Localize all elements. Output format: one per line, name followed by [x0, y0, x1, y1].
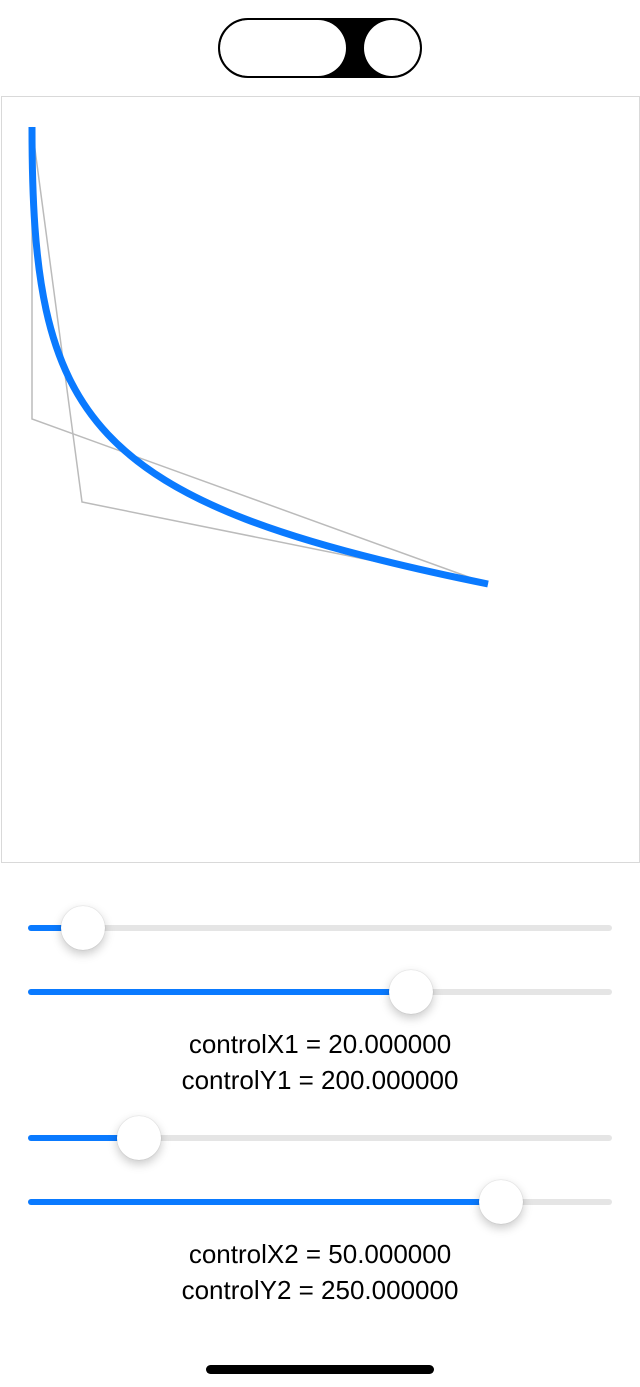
- slider-control-y2[interactable]: [28, 1180, 612, 1224]
- slider-thumb[interactable]: [479, 1180, 524, 1224]
- bezier-curve: [28, 126, 489, 588]
- segment-left[interactable]: [220, 20, 346, 76]
- slider-fill: [28, 925, 84, 931]
- slider-control-x1[interactable]: [28, 906, 612, 950]
- slider-thumb[interactable]: [388, 970, 433, 1014]
- slider-thumb[interactable]: [116, 1116, 161, 1160]
- control-guide-line-2: [31, 126, 489, 585]
- slider-control-x2[interactable]: [28, 1116, 612, 1160]
- control-y2-label: controlY2 = 250.000000: [181, 1275, 459, 1305]
- slider-fill: [28, 1135, 139, 1141]
- slider-fill: [28, 1199, 502, 1205]
- slider-track: [28, 925, 612, 931]
- control-x1-label: controlX1 = 20.000000: [188, 1029, 452, 1059]
- control-x2-label: controlX2 = 50.000000: [188, 1239, 452, 1269]
- slider-track: [28, 1135, 612, 1141]
- bezier-canvas: [1, 96, 640, 863]
- control-y1-label: controlY1 = 200.000000: [181, 1065, 459, 1095]
- control-guide-line-1: [31, 127, 489, 585]
- home-indicator: [206, 1365, 434, 1374]
- slider-control-y1[interactable]: [28, 970, 612, 1014]
- segmented-toggle[interactable]: [218, 18, 422, 78]
- slider-fill: [28, 989, 411, 995]
- segment-right[interactable]: [364, 20, 420, 76]
- slider-thumb[interactable]: [61, 906, 106, 950]
- bezier-svg: [28, 126, 489, 588]
